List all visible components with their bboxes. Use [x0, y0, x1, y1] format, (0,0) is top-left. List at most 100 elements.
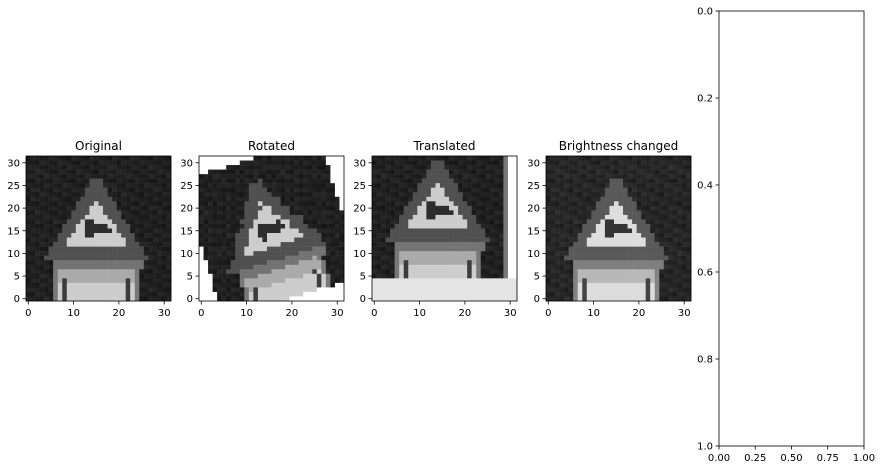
image-pixel	[203, 228, 209, 234]
image-pixel	[53, 196, 58, 202]
image-pixel	[595, 205, 601, 211]
image-pixel	[641, 237, 646, 243]
image-pixel	[253, 160, 259, 166]
image-pixel	[321, 223, 327, 229]
image-pixel	[35, 255, 40, 261]
image-pixel	[35, 196, 40, 202]
image-pixel	[453, 233, 459, 238]
image-pixel	[485, 169, 491, 175]
image-pixel	[303, 156, 308, 161]
image-pixel	[121, 223, 126, 229]
image-pixel	[480, 278, 486, 284]
x-tick-label: 20	[286, 308, 299, 319]
image-pixel	[253, 296, 259, 302]
image-pixel	[143, 219, 149, 225]
image-pixel	[417, 287, 423, 293]
image-pixel	[568, 246, 574, 252]
image-pixel	[627, 156, 633, 161]
image-pixel	[35, 192, 40, 198]
image-pixel	[62, 187, 68, 193]
image-pixel	[143, 269, 149, 275]
image-pixel	[435, 260, 441, 265]
image-pixel	[668, 233, 674, 238]
image-pixel	[677, 160, 683, 166]
image-pixel	[471, 278, 477, 284]
image-pixel	[394, 223, 400, 229]
image-pixel	[412, 237, 418, 243]
image-pixel	[116, 210, 122, 216]
image-pixel	[394, 260, 400, 265]
image-pixel	[681, 174, 687, 179]
image-pixel	[89, 178, 95, 184]
image-pixel	[280, 287, 286, 293]
image-pixel	[339, 201, 345, 207]
image-pixel	[489, 246, 495, 252]
image-pixel	[80, 223, 86, 229]
image-pixel	[659, 251, 665, 256]
image-pixel	[439, 201, 445, 207]
image-pixel	[221, 296, 227, 302]
image-pixel	[408, 210, 414, 216]
image-pixel	[417, 205, 423, 211]
image-pixel	[663, 246, 669, 252]
image-pixel	[559, 165, 565, 170]
image-pixel	[568, 187, 574, 193]
image-pixel	[26, 214, 31, 220]
image-pixel	[573, 169, 578, 175]
axes-frame	[371, 155, 518, 302]
image-pixel	[339, 233, 345, 238]
image-pixel	[161, 296, 167, 302]
image-pixel	[582, 187, 588, 193]
image-pixel	[271, 183, 277, 188]
image-pixel	[339, 165, 345, 170]
image-pixel	[426, 228, 432, 234]
image-pixel	[84, 214, 90, 220]
image-pixel	[421, 237, 427, 243]
image-pixel	[289, 205, 295, 211]
image-pixel	[143, 228, 149, 234]
image-pixel	[75, 246, 81, 252]
image-pixel	[403, 205, 409, 211]
image-pixel	[130, 187, 135, 193]
image-pixel	[568, 223, 574, 229]
image-pixel	[226, 201, 231, 207]
image-pixel	[266, 165, 272, 170]
image-pixel	[623, 260, 628, 265]
image-pixel	[257, 282, 263, 288]
image-pixel	[152, 178, 158, 184]
image-pixel	[417, 214, 423, 220]
image-pixel	[550, 260, 556, 265]
image-pixel	[385, 160, 391, 166]
image-pixel	[116, 291, 122, 297]
image-pixel	[645, 242, 651, 247]
image-pixel	[480, 228, 486, 234]
image-pixel	[439, 174, 445, 179]
image-pixel	[203, 237, 209, 243]
image-pixel	[439, 223, 445, 229]
image-pixel	[435, 282, 441, 288]
image-pixel	[444, 287, 450, 293]
image-pixel	[458, 205, 463, 211]
image-pixel	[280, 255, 286, 261]
image-pixel	[139, 233, 145, 238]
y-tick-label: 25	[180, 181, 193, 192]
image-pixel	[650, 242, 655, 247]
image-pixel	[417, 282, 423, 288]
image-pixel	[650, 183, 655, 188]
image-pixel	[53, 255, 58, 261]
image-pixel	[157, 273, 163, 279]
image-pixel	[276, 255, 281, 261]
image-pixel	[139, 282, 145, 288]
image-pixel	[330, 169, 336, 175]
image-pixel	[325, 282, 331, 288]
image-pixel	[116, 255, 122, 261]
image-pixel	[550, 269, 556, 275]
image-pixel	[444, 269, 450, 275]
image-pixel	[134, 269, 140, 275]
image-pixel	[582, 291, 588, 297]
image-pixel	[485, 269, 491, 275]
image-pixel	[166, 269, 172, 275]
image-pixel	[568, 165, 574, 170]
image-pixel	[121, 160, 126, 166]
image-pixel	[199, 269, 204, 275]
